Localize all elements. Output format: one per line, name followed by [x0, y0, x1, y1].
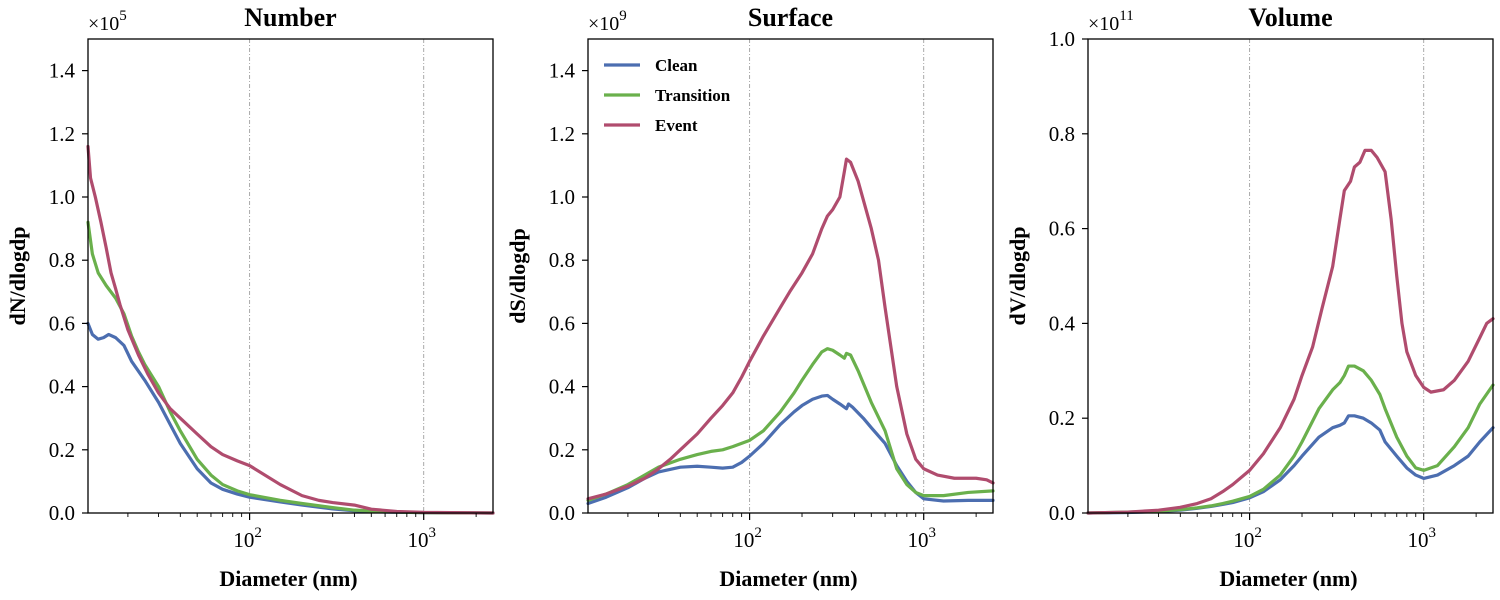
series-line-event	[586, 157, 995, 501]
y-multiplier-label: ×109	[588, 8, 627, 35]
x-axis-label: Diameter (nm)	[219, 566, 357, 591]
x-tick-label: 103	[907, 525, 936, 552]
plot-frame	[1087, 38, 1494, 514]
y-multiplier-label: ×105	[88, 8, 127, 35]
y-tick-label: 0.2	[49, 438, 75, 462]
chart-title: Volume	[1248, 3, 1332, 32]
y-axis-label: dS/dlogdp	[505, 228, 530, 323]
y-axis-label: dV/dlogdp	[1005, 226, 1030, 325]
series-line-transition	[1086, 364, 1495, 515]
y-tick-label: 0.4	[49, 375, 76, 399]
y-tick-label: 0.2	[549, 438, 575, 462]
legend-label-clean: Clean	[655, 56, 698, 75]
y-multiplier-label: ×1011	[1088, 8, 1134, 35]
chart-panel-surface: 0.0 0.2 0.4 0.6 0.8 1.0 1.2 1.4 102 103 Surface ×10…	[505, 3, 995, 591]
series-line-event	[86, 144, 495, 515]
series-line-clean	[1086, 414, 1495, 515]
series-line-transition	[586, 347, 995, 502]
y-tick-label: 0.6	[49, 311, 75, 335]
chart-title: Surface	[748, 3, 833, 32]
y-tick-label: 0.4	[549, 375, 576, 399]
y-tick-label: 1.2	[549, 122, 575, 146]
y-tick-label: 0.4	[1049, 311, 1076, 335]
y-tick-label: 1.0	[549, 185, 575, 209]
y-tick-label: 1.0	[1049, 27, 1075, 51]
series-line-transition	[86, 220, 495, 515]
y-tick-label: 0.8	[49, 248, 75, 272]
y-tick-label: 0.0	[549, 501, 575, 525]
y-tick-label: 1.2	[49, 122, 75, 146]
legend-label-transition: Transition	[655, 86, 731, 105]
series-line-clean	[86, 321, 495, 515]
x-tick-label: 103	[407, 525, 436, 552]
y-tick-label: 0.8	[549, 248, 575, 272]
x-tick-label: 103	[1407, 525, 1436, 552]
y-tick-label: 0.0	[49, 501, 75, 525]
y-tick-label: 0.0	[1049, 501, 1075, 525]
x-axis-label: Diameter (nm)	[1219, 566, 1357, 591]
plot-frame	[587, 38, 994, 514]
plot-frame	[87, 38, 494, 514]
legend: Clean Transition Event	[604, 56, 731, 135]
y-tick-label: 0.8	[1049, 122, 1075, 146]
y-tick-label: 1.4	[49, 59, 76, 83]
chart-panel-number: 0.0 0.2 0.4 0.6 0.8 1.0 1.2 1.4 102 103 Number ×105…	[5, 3, 495, 591]
y-tick-label: 1.4	[549, 59, 576, 83]
y-axis-label: dN/dlogdp	[5, 226, 30, 325]
x-tick-label: 102	[1233, 525, 1262, 552]
series-line-event	[1086, 148, 1495, 515]
y-tick-label: 0.6	[549, 311, 575, 335]
y-tick-label: 0.2	[1049, 406, 1075, 430]
series-line-clean	[586, 393, 995, 506]
chart-title: Number	[244, 3, 336, 32]
y-tick-label: 0.6	[1049, 217, 1075, 241]
legend-label-event: Event	[655, 116, 698, 135]
chart-panel-volume: 0.0 0.2 0.4 0.6 0.8 1.0 102 103 Volume ×1011 Diame…	[1005, 3, 1495, 591]
x-tick-label: 102	[233, 525, 262, 552]
x-tick-label: 102	[733, 525, 762, 552]
x-axis-label: Diameter (nm)	[719, 566, 857, 591]
y-tick-label: 1.0	[49, 185, 75, 209]
